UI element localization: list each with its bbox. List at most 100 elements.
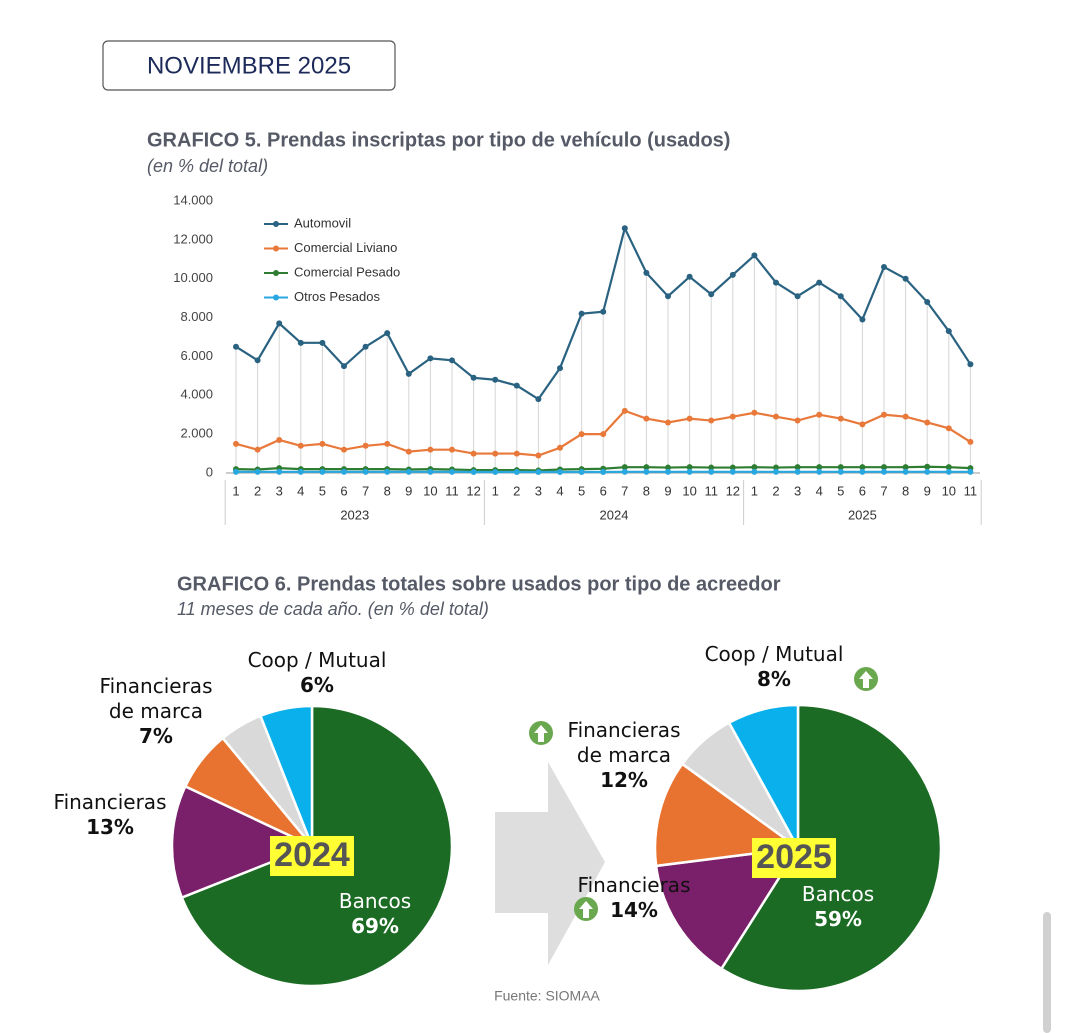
- y-tick-label: 0: [206, 464, 213, 479]
- point: [686, 273, 693, 280]
- slice-value: 69%: [351, 914, 399, 938]
- point: [470, 450, 477, 457]
- point: [319, 440, 326, 447]
- point: [729, 271, 736, 278]
- x-tick-label: 6: [600, 483, 607, 498]
- point: [492, 376, 499, 383]
- legend-label: Comercial Liviano: [294, 240, 397, 255]
- point: [773, 468, 779, 475]
- point: [233, 343, 239, 350]
- point: [945, 425, 952, 432]
- slice-label: Financieras de marca 7%: [93, 674, 219, 749]
- point: [621, 468, 628, 475]
- pie-slice: [654, 846, 801, 971]
- point: [578, 469, 585, 476]
- y-tick-label: 10.000: [173, 270, 213, 285]
- point: [816, 279, 823, 286]
- point: [319, 468, 326, 475]
- x-tick-label: 7: [621, 483, 628, 498]
- point: [773, 279, 779, 286]
- slice-label: Financieras 13%: [40, 790, 180, 840]
- y-tick-label: 6.000: [180, 348, 213, 363]
- point: [341, 446, 347, 453]
- pie-label: 2024: [274, 836, 350, 874]
- slice-label: Coop / Mutual 6%: [227, 648, 407, 698]
- slice-name: Financieras de marca: [567, 718, 681, 767]
- point: [427, 446, 434, 453]
- year-highlight: [752, 838, 836, 878]
- legend-label: Otros Pesados: [294, 289, 380, 304]
- point: [341, 363, 347, 370]
- point: [427, 468, 434, 475]
- point: [254, 357, 261, 364]
- point: [362, 343, 369, 350]
- x-tick-label: 5: [837, 483, 844, 498]
- x-tick-label: 4: [816, 483, 823, 498]
- point: [902, 275, 909, 282]
- chart-title: GRAFICO 5. Prendas inscriptas por tipo d…: [147, 129, 730, 151]
- point: [665, 468, 671, 475]
- up-icon: [854, 667, 878, 691]
- y-tick-label: 8.000: [180, 309, 213, 324]
- point: [794, 293, 801, 300]
- y-tick-label: 2.000: [180, 426, 213, 441]
- chart-title: GRAFICO 6. Prendas totales sobre usados …: [177, 573, 781, 595]
- point: [751, 409, 758, 416]
- point: [924, 299, 931, 306]
- point: [708, 417, 715, 424]
- point: [686, 464, 693, 471]
- point: [384, 440, 391, 447]
- x-tick-label: 2: [254, 483, 261, 498]
- point: [881, 468, 887, 475]
- point: [470, 469, 477, 476]
- y-tick-label: 4.000: [180, 387, 213, 402]
- point: [233, 440, 239, 447]
- point: [729, 468, 736, 475]
- legend-marker: [273, 270, 279, 276]
- x-tick-label: 4: [556, 483, 563, 498]
- x-tick-label: 4: [297, 483, 304, 498]
- point: [729, 413, 736, 420]
- point: [535, 396, 542, 403]
- point: [751, 252, 758, 259]
- pie-slice: [727, 703, 800, 849]
- y-tick-label: 14.000: [173, 192, 213, 207]
- header-box: [102, 40, 396, 91]
- point: [297, 468, 304, 475]
- point: [643, 415, 650, 422]
- slice-name: Bancos: [338, 889, 412, 913]
- point: [902, 468, 909, 475]
- slice-name: Financieras: [577, 873, 691, 897]
- point: [578, 310, 585, 317]
- chart-subtitle: 11 meses de cada año. (en % del total): [177, 599, 489, 619]
- point: [967, 361, 974, 368]
- x-tick-label: 11: [704, 483, 718, 498]
- legend-marker: [273, 245, 279, 252]
- point: [600, 431, 607, 438]
- x-tick-label: 8: [902, 483, 909, 498]
- slice-label: Coop / Mutual 8%: [684, 642, 864, 692]
- point: [384, 468, 391, 475]
- slice-value: 7%: [139, 724, 173, 748]
- point: [621, 225, 628, 232]
- slice-value: 59%: [814, 907, 862, 931]
- slice-value: 13%: [86, 815, 134, 839]
- point: [276, 320, 283, 327]
- point: [233, 468, 239, 475]
- x-tick-label: 3: [276, 483, 283, 498]
- point: [643, 269, 650, 276]
- legend-marker: [273, 221, 279, 227]
- x-tick-label: 1: [751, 483, 758, 498]
- x-tick-label: 11: [445, 483, 459, 498]
- point: [924, 419, 931, 426]
- x-tick-label: 8: [384, 483, 391, 498]
- point: [665, 419, 671, 426]
- point: [751, 468, 758, 475]
- point: [773, 464, 779, 471]
- x-tick-label: 12: [466, 483, 480, 498]
- year-highlight: [270, 836, 354, 876]
- point: [859, 421, 866, 428]
- point: [276, 468, 283, 475]
